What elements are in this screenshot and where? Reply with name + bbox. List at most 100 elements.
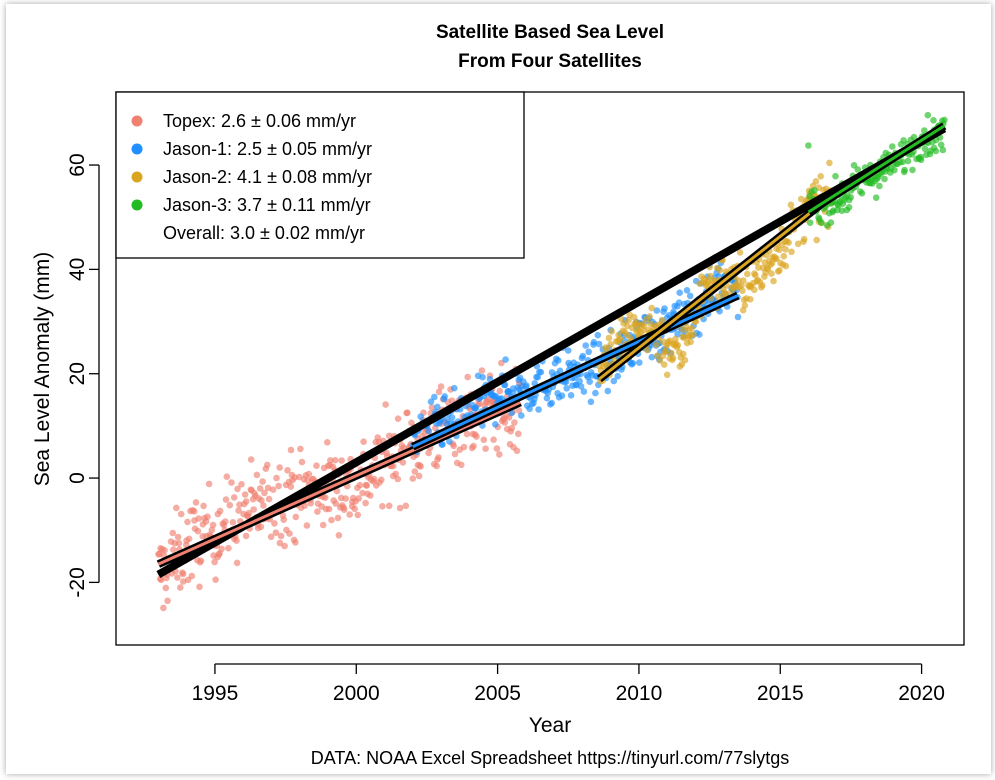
data-point-jason-3 (845, 204, 853, 211)
data-point-jason-2 (788, 248, 795, 256)
data-point-jason-1 (556, 367, 564, 375)
data-point-jason-2 (714, 293, 722, 301)
x-tick-label: 2010 (616, 682, 663, 705)
data-point-topex (257, 523, 265, 531)
data-point-jason-3 (881, 175, 888, 183)
data-point-jason-2 (625, 316, 632, 324)
data-point-jason-2 (751, 286, 758, 294)
data-point-topex (415, 472, 423, 480)
data-point-jason-2 (643, 346, 651, 354)
data-point-jason-2 (640, 322, 648, 330)
data-point-jason-1 (576, 377, 583, 385)
data-point-topex (272, 529, 280, 536)
data-point-jason-1 (417, 413, 425, 420)
data-point-jason-1 (558, 392, 566, 400)
data-point-jason-1 (676, 289, 683, 297)
data-point-topex (258, 497, 265, 504)
data-point-topex (235, 507, 242, 514)
data-point-topex (162, 584, 170, 592)
data-point-jason-3 (904, 157, 912, 165)
legend-marker-jason-2 (131, 171, 143, 183)
data-point-jason-1 (567, 392, 575, 399)
data-point-topex (277, 532, 285, 540)
data-point-jason-1 (696, 331, 703, 338)
data-point-jason-2 (800, 235, 808, 243)
data-point-topex (184, 518, 191, 526)
data-point-jason-2 (630, 313, 638, 321)
data-point-jason-3 (806, 219, 814, 226)
data-point-topex (402, 502, 410, 510)
y-axis: -20 0 20 40 60 (66, 153, 100, 598)
data-point-jason-3 (872, 194, 880, 201)
data-point-jason-3 (899, 158, 906, 166)
data-point-topex (245, 509, 253, 517)
data-point-topex (470, 442, 477, 450)
data-point-topex (287, 483, 295, 491)
data-point-topex (233, 537, 240, 544)
data-point-jason-2 (681, 356, 689, 364)
data-point-jason-1 (683, 287, 691, 294)
data-point-jason-2 (797, 195, 805, 203)
data-point-jason-1 (653, 307, 661, 314)
data-point-topex (223, 473, 231, 481)
data-point-topex (335, 532, 343, 539)
data-point-jason-2 (648, 304, 655, 312)
data-point-topex (269, 486, 277, 494)
data-point-jason-2 (690, 331, 697, 338)
data-point-topex (209, 521, 217, 529)
data-point-topex (396, 504, 404, 512)
data-point-jason-2 (707, 272, 714, 280)
data-point-topex (394, 475, 402, 483)
data-point-jason-2 (770, 277, 777, 285)
data-point-topex (230, 494, 238, 501)
y-tick-label: 40 (66, 258, 89, 281)
data-point-topex (188, 572, 196, 580)
data-point-jason-2 (780, 252, 788, 260)
data-point-topex (242, 498, 250, 505)
chart-figure: Satellite Based Sea Level From Four Sate… (6, 4, 991, 774)
data-point-topex (354, 511, 362, 519)
data-point-jason-3 (917, 156, 925, 164)
data-point-topex (284, 467, 291, 474)
data-point-jason-2 (776, 246, 783, 254)
y-tick-label: 60 (66, 153, 89, 176)
data-point-jason-3 (930, 117, 937, 124)
y-tick-label: -20 (66, 567, 89, 597)
data-point-topex (399, 459, 407, 466)
x-axis-label: Year (529, 714, 571, 737)
data-point-jason-2 (662, 348, 670, 356)
data-point-jason-2 (747, 296, 754, 303)
chart-svg: Satellite Based Sea Level From Four Sate… (31, 22, 965, 768)
data-point-topex (287, 446, 295, 454)
data-point-jason-1 (590, 338, 598, 346)
data-point-jason-2 (716, 266, 724, 274)
data-point-topex (276, 464, 284, 471)
data-point-topex (177, 510, 185, 518)
data-point-topex (458, 461, 465, 469)
data-point-jason-3 (921, 145, 929, 153)
data-point-topex (260, 502, 267, 509)
data-point-jason-2 (687, 338, 694, 346)
chart-subtitle: From Four Satellites (458, 51, 642, 72)
data-point-jason-1 (734, 313, 742, 321)
data-point-jason-1 (580, 388, 588, 395)
data-point-jason-1 (592, 389, 599, 397)
data-point-topex (385, 502, 393, 510)
trend-line-jason-3 (807, 124, 946, 214)
data-point-jason-1 (686, 292, 694, 300)
data-point-jason-1 (534, 373, 541, 381)
data-point-topex (417, 463, 424, 470)
data-point-jason-3 (889, 143, 896, 150)
data-point-jason-3 (901, 166, 908, 174)
y-axis-label: Sea Level Anomaly (mm) (31, 252, 54, 487)
data-point-jason-3 (876, 182, 883, 190)
data-point-jason-2 (607, 341, 614, 348)
data-point-topex (314, 508, 321, 515)
data-point-topex (211, 558, 218, 566)
data-point-topex (478, 367, 486, 374)
data-point-topex (332, 500, 340, 507)
data-point-topex (241, 491, 249, 498)
data-point-jason-2 (768, 270, 775, 277)
data-point-topex (169, 529, 177, 537)
data-point-topex (157, 576, 165, 584)
